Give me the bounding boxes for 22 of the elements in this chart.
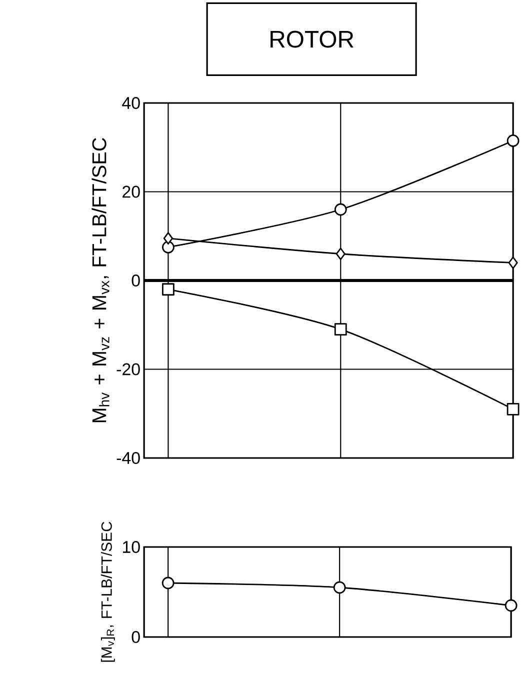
chart-title: ROTOR	[270, 30, 354, 48]
y-axis-title: [M$_{v}$]$_{R}$, FT-LB/FT/SEC	[100, 522, 115, 662]
point	[334, 203, 347, 216]
y-tick-label: 20	[122, 186, 140, 198]
point	[162, 241, 174, 254]
point	[508, 256, 518, 269]
point	[506, 402, 520, 416]
y-axis-title: M$_{hv}$ + M$_{vz}$ + M$_{vx}$, FT-LB/FT/SEC	[92, 138, 110, 422]
point	[333, 581, 346, 594]
point	[504, 599, 518, 612]
point	[162, 576, 174, 590]
y-tick-label: 0	[132, 274, 140, 286]
point	[163, 232, 173, 245]
y-tick-label: -40	[116, 452, 140, 464]
point	[334, 323, 347, 336]
point	[336, 248, 346, 260]
y-tick-label: -20	[116, 363, 140, 376]
y-tick-label: 40	[122, 97, 140, 110]
point	[162, 283, 174, 296]
y-tick-label: 0	[132, 631, 140, 643]
point	[506, 134, 520, 147]
y-tick-label: 10	[122, 540, 140, 553]
